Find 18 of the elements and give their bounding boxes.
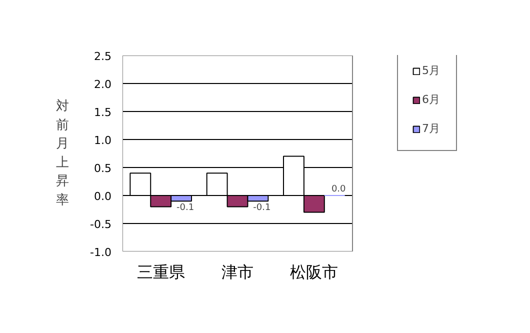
y-tick-label: 2.0	[94, 78, 112, 91]
legend-label: 7月	[422, 121, 441, 136]
legend-label: 6月	[422, 92, 441, 107]
y-tick-label: 0.5	[94, 162, 112, 175]
data-label: 0.0	[331, 184, 346, 194]
x-tick-label: 松阪市	[290, 262, 338, 282]
y-tick-label: 1.5	[94, 106, 112, 119]
data-label: -0.1	[253, 203, 271, 214]
y-tick-label: -1.0	[90, 246, 112, 259]
y-tick-label: 2.5	[94, 50, 112, 63]
y-tick-label: 0.0	[94, 190, 112, 203]
legend-label: 5月	[422, 63, 441, 78]
y-axis-title: 対前月上昇率	[56, 98, 70, 208]
x-tick-label: 津市	[222, 262, 254, 282]
y-tick-label: 1.0	[94, 134, 112, 147]
data-label: -0.1	[176, 203, 194, 214]
x-tick-label: 三重県	[136, 262, 185, 282]
y-tick-label: -0.5	[90, 218, 112, 231]
